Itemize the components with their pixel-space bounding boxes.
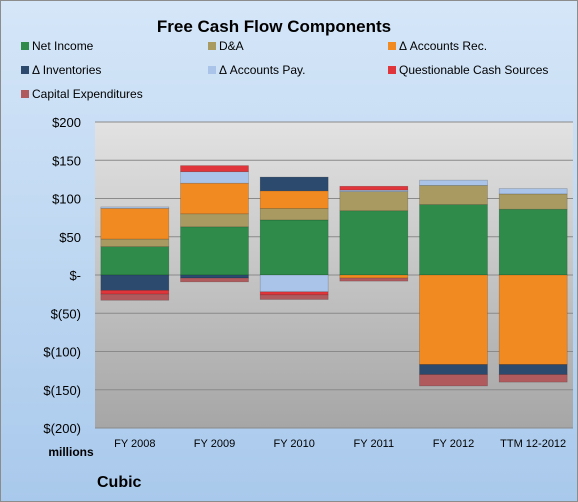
y-tick-label: $-	[69, 268, 81, 283]
bar-delta-accounts-pay-fy-2011	[339, 189, 409, 192]
bar-danda-fy-2008	[100, 238, 170, 247]
bar-danda-fy-2010	[259, 208, 329, 221]
bar-net-income-fy-2009	[180, 226, 249, 276]
bar-delta-accounts-rec-ttm-12-2012	[498, 274, 568, 365]
bar-delta-accounts-rec-fy-2011	[339, 274, 409, 279]
legend-swatch-delta-accounts-pay	[208, 66, 216, 74]
legend-swatch-capital-expenditures	[21, 90, 29, 98]
bar-delta-accounts-rec-fy-2010	[259, 190, 329, 209]
bar-delta-inventories-fy-2010	[259, 176, 329, 192]
x-axis: FY 2008 FY 2009 FY 2010 FY 2011 FY 2012 TTM 1…	[114, 438, 566, 450]
bar-capital-expenditures-fy-2011	[339, 277, 409, 282]
bar-questionable-cash-sources-fy-2009	[180, 165, 249, 173]
legend-label-capital-expenditures: Capital Expenditures	[32, 87, 143, 101]
x-tick-label: FY 2009	[194, 438, 235, 450]
bar-net-income-fy-2012	[419, 204, 488, 276]
bar-capital-expenditures-fy-2010	[259, 294, 329, 300]
legend: Net Income D&A Δ Accounts Rec. Δ Inventorie…	[21, 39, 548, 101]
bar-questionable-cash-sources-fy-2010	[259, 291, 329, 296]
legend-label-delta-inventories: Δ Inventories	[32, 63, 101, 77]
units-label: millions	[48, 445, 94, 459]
x-tick-label: FY 2012	[433, 438, 474, 450]
legend-label-delta-accounts-pay: Δ Accounts Pay.	[219, 63, 306, 77]
legend-swatch-danda	[208, 42, 216, 50]
legend-label-net-income: Net Income	[32, 39, 94, 53]
bar-delta-accounts-pay-ttm-12-2012	[498, 188, 568, 195]
bar-capital-expenditures-fy-2008	[100, 293, 170, 301]
bar-danda-fy-2009	[180, 213, 249, 228]
legend-swatch-net-income	[21, 42, 29, 50]
y-tick-label: $200	[52, 115, 81, 130]
bar-capital-expenditures-ttm-12-2012	[498, 374, 568, 383]
bar-delta-accounts-pay-fy-2008	[100, 206, 170, 209]
chart-title: Free Cash Flow Components	[157, 17, 391, 36]
bar-danda-fy-2011	[339, 191, 409, 212]
x-tick-label: TTM 12-2012	[500, 438, 566, 450]
legend-swatch-questionable-cash-sources	[388, 66, 396, 74]
bar-delta-accounts-rec-fy-2012	[419, 274, 488, 365]
bar-delta-accounts-rec-fy-2008	[100, 208, 170, 240]
bar-net-income-fy-2011	[339, 210, 409, 276]
legend-swatch-delta-inventories	[21, 66, 29, 74]
bar-capital-expenditures-fy-2012	[419, 374, 488, 387]
bar-delta-inventories-fy-2009	[180, 274, 249, 279]
x-tick-label: FY 2010	[273, 438, 314, 450]
legend-swatch-delta-accounts-rec	[388, 42, 396, 50]
bar-delta-accounts-pay-fy-2009	[180, 171, 249, 184]
bar-danda-ttm-12-2012	[498, 193, 568, 210]
y-tick-label: $(200)	[43, 421, 81, 436]
bar-net-income-fy-2008	[100, 246, 170, 276]
bar-capital-expenditures-fy-2009	[180, 277, 249, 283]
bar-delta-inventories-ttm-12-2012	[498, 364, 568, 375]
bar-questionable-cash-sources-fy-2011	[339, 185, 409, 191]
bar-net-income-fy-2010	[259, 219, 329, 276]
y-tick-label: $100	[52, 192, 81, 207]
bar-delta-inventories-fy-2012	[419, 364, 488, 375]
y-tick-label: $50	[59, 230, 81, 245]
bar-net-income-ttm-12-2012	[498, 208, 568, 276]
bar-delta-accounts-pay-fy-2012	[419, 179, 488, 186]
bar-delta-accounts-rec-fy-2009	[180, 182, 249, 215]
y-tick-label: $(150)	[43, 383, 81, 398]
x-tick-label: FY 2011	[354, 438, 395, 450]
y-tick-label: $(50)	[51, 306, 81, 321]
bar-delta-inventories-fy-2008	[100, 274, 170, 291]
bar-questionable-cash-sources-fy-2008	[100, 289, 170, 295]
y-tick-label: $150	[52, 153, 81, 168]
bars	[100, 165, 568, 387]
bar-delta-accounts-pay-fy-2010	[259, 274, 329, 293]
x-tick-label: FY 2008	[114, 438, 155, 450]
bar-danda-fy-2012	[419, 185, 488, 205]
company-name: Cubic	[97, 474, 142, 491]
gridlines	[95, 121, 573, 429]
legend-label-delta-accounts-rec: Δ Accounts Rec.	[399, 39, 487, 53]
legend-label-questionable-cash-sources: Questionable Cash Sources	[399, 63, 548, 77]
legend-label-danda: D&A	[219, 39, 244, 53]
y-axis: $200 $150 $100 $50 $- $(50) $(100) $(150) $(200)	[43, 115, 81, 436]
y-tick-label: $(100)	[43, 345, 81, 360]
